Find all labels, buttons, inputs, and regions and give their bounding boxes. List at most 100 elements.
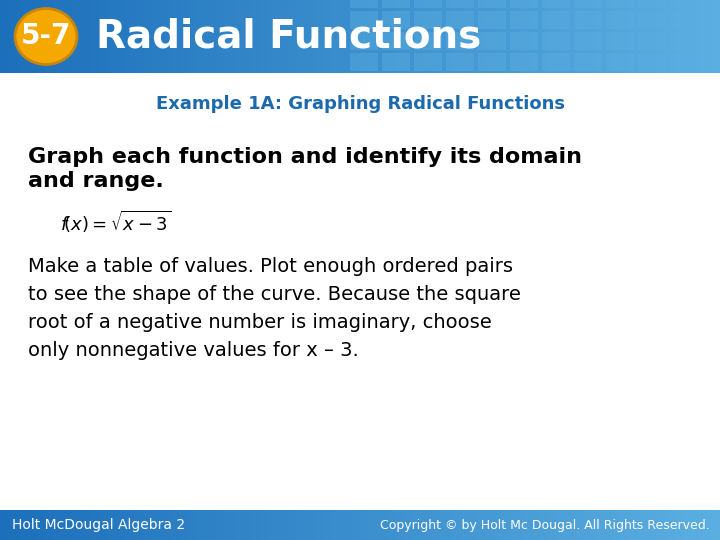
- Bar: [252, 0, 261, 73]
- Bar: [446, 53, 474, 71]
- Bar: [180, 510, 189, 540]
- Bar: [542, 32, 570, 50]
- Bar: [414, 11, 442, 29]
- Bar: [216, 0, 225, 73]
- Bar: [702, 11, 720, 29]
- Bar: [99, 510, 108, 540]
- Bar: [594, 510, 603, 540]
- Bar: [18, 510, 27, 540]
- Bar: [542, 0, 570, 8]
- Bar: [243, 0, 252, 73]
- Bar: [378, 510, 387, 540]
- Bar: [117, 0, 126, 73]
- Bar: [261, 510, 270, 540]
- Bar: [576, 510, 585, 540]
- Bar: [315, 510, 324, 540]
- Bar: [549, 0, 558, 73]
- Bar: [432, 0, 441, 73]
- Bar: [243, 510, 252, 540]
- Bar: [666, 0, 675, 73]
- Bar: [342, 510, 351, 540]
- Bar: [504, 510, 513, 540]
- Bar: [540, 510, 549, 540]
- Bar: [108, 0, 117, 73]
- Bar: [414, 32, 442, 50]
- Bar: [405, 0, 414, 73]
- Bar: [459, 0, 468, 73]
- Bar: [382, 32, 410, 50]
- Bar: [369, 0, 378, 73]
- Bar: [396, 510, 405, 540]
- Bar: [180, 0, 189, 73]
- Bar: [351, 510, 360, 540]
- Bar: [574, 53, 602, 71]
- Bar: [558, 510, 567, 540]
- Bar: [639, 510, 648, 540]
- Bar: [342, 0, 351, 73]
- Bar: [450, 0, 459, 73]
- Bar: [513, 0, 522, 73]
- Bar: [638, 11, 666, 29]
- Bar: [207, 0, 216, 73]
- Bar: [288, 0, 297, 73]
- Bar: [306, 0, 315, 73]
- Bar: [574, 32, 602, 50]
- Bar: [574, 11, 602, 29]
- Bar: [510, 32, 538, 50]
- Bar: [360, 510, 369, 540]
- Bar: [333, 510, 342, 540]
- Bar: [612, 510, 621, 540]
- Bar: [126, 0, 135, 73]
- Bar: [446, 11, 474, 29]
- Bar: [693, 0, 702, 73]
- Bar: [702, 53, 720, 71]
- Bar: [630, 0, 639, 73]
- Bar: [606, 11, 634, 29]
- Bar: [675, 0, 684, 73]
- Bar: [542, 11, 570, 29]
- Bar: [513, 510, 522, 540]
- Bar: [648, 510, 657, 540]
- Bar: [702, 510, 711, 540]
- Bar: [585, 510, 594, 540]
- Bar: [297, 510, 306, 540]
- Bar: [9, 510, 18, 540]
- Bar: [396, 0, 405, 73]
- Bar: [27, 510, 36, 540]
- Bar: [478, 11, 506, 29]
- Bar: [81, 0, 90, 73]
- Bar: [288, 510, 297, 540]
- Bar: [360, 0, 369, 73]
- Bar: [63, 0, 72, 73]
- Bar: [478, 53, 506, 71]
- Text: Graph each function and identify its domain: Graph each function and identify its dom…: [28, 147, 582, 167]
- Bar: [495, 0, 504, 73]
- Bar: [606, 0, 634, 8]
- Bar: [382, 0, 410, 8]
- Bar: [567, 0, 576, 73]
- Bar: [702, 0, 711, 73]
- Bar: [9, 0, 18, 73]
- Bar: [117, 510, 126, 540]
- Bar: [333, 0, 342, 73]
- Bar: [630, 510, 639, 540]
- Bar: [45, 510, 54, 540]
- Bar: [315, 0, 324, 73]
- Bar: [90, 0, 99, 73]
- Bar: [350, 0, 378, 8]
- Bar: [306, 510, 315, 540]
- Bar: [369, 510, 378, 540]
- Bar: [162, 0, 171, 73]
- Bar: [54, 510, 63, 540]
- Bar: [657, 510, 666, 540]
- Text: $f\!\left(x\right) = \sqrt{x-3}$: $f\!\left(x\right) = \sqrt{x-3}$: [60, 209, 171, 235]
- Bar: [603, 0, 612, 73]
- Bar: [594, 0, 603, 73]
- Bar: [567, 510, 576, 540]
- Bar: [324, 0, 333, 73]
- Bar: [270, 0, 279, 73]
- Bar: [171, 510, 180, 540]
- Text: 5-7: 5-7: [21, 23, 71, 51]
- Bar: [510, 0, 538, 8]
- Bar: [414, 0, 423, 73]
